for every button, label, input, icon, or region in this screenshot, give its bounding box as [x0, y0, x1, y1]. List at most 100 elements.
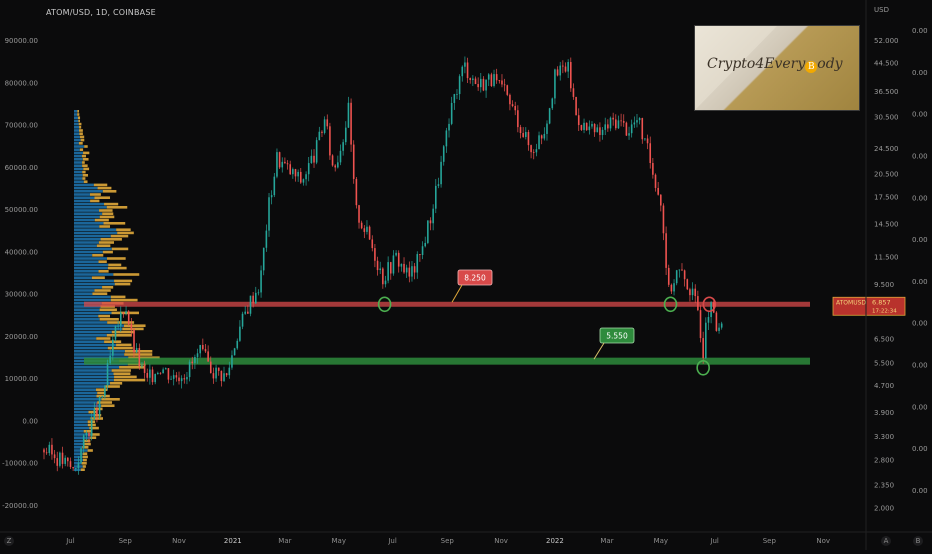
volume-profile-sell-bar — [97, 186, 112, 190]
volume-profile-buy-bar — [74, 289, 95, 292]
volume-profile-sell-bar — [107, 266, 127, 270]
candle-up-body — [487, 74, 490, 80]
candle-down-body — [61, 452, 64, 464]
volume-profile-buy-bar — [74, 346, 108, 350]
candle-down-body — [299, 171, 302, 183]
volume-profile-buy-bar — [74, 410, 89, 414]
volume-profile-sell-bar — [106, 206, 128, 209]
volume-profile-buy-bar — [74, 414, 94, 417]
candle-down-body — [585, 122, 588, 131]
candle-up-body — [591, 124, 593, 127]
x-axis-tick-label: Jul — [387, 537, 397, 545]
candle-up-body — [638, 118, 641, 121]
candle-up-body — [260, 270, 262, 293]
volume-profile-buy-bar — [74, 433, 91, 436]
candle-up-body — [302, 179, 305, 183]
candle-up-body — [307, 163, 310, 175]
volume-profile-buy-bar — [74, 151, 84, 155]
candle-down-body — [495, 74, 498, 81]
candle-up-body — [273, 176, 276, 196]
volume-profile-sell-bar — [104, 202, 119, 206]
volume-profile-buy-bar — [74, 426, 90, 430]
right-axis-tick-label: 4.700 — [874, 382, 894, 390]
candle-up-body — [297, 171, 299, 177]
volume-profile-sell-bar — [94, 289, 111, 292]
volume-profile-buy-bar — [74, 196, 95, 199]
candle-down-body — [284, 161, 286, 164]
volume-profile-sell-bar — [103, 222, 126, 225]
volume-profile-buy-bar — [74, 442, 85, 446]
volume-profile-buy-bar — [74, 353, 125, 356]
volume-profile-sell-bar — [79, 126, 82, 129]
zoom-toggle-button[interactable]: Z — [4, 536, 14, 546]
volume-profile-buy-bar — [74, 343, 117, 347]
candle-down-body — [527, 132, 530, 146]
candle-up-body — [479, 78, 482, 88]
support-label-box — [599, 327, 635, 344]
volume-profile-buy-bar — [74, 170, 83, 174]
candle-down-body — [575, 96, 577, 116]
candle-up-body — [244, 311, 246, 314]
volume-profile-sell-bar — [79, 148, 84, 151]
volume-profile-buy-bar — [74, 218, 95, 222]
candle-down-body — [175, 375, 178, 378]
candle-down-body — [715, 312, 718, 331]
volume-profile-buy-bar — [74, 148, 80, 151]
log-scale-button[interactable]: B — [913, 536, 923, 546]
candle-down-body — [289, 164, 291, 175]
volume-profile-sell-bar — [106, 257, 126, 260]
logo-text-post: ody — [817, 56, 843, 72]
candle-up-body — [424, 242, 427, 247]
candle-up-body — [442, 146, 445, 162]
candle-down-body — [53, 454, 56, 459]
candle-down-body — [429, 220, 432, 224]
candle-down-body — [382, 268, 384, 285]
candle-up-body — [384, 280, 387, 285]
volume-profile-buy-bar — [74, 132, 80, 135]
candle-up-body — [80, 448, 82, 463]
candle-up-body — [673, 283, 675, 292]
far-right-axis-label: 0.00 — [912, 320, 928, 328]
volume-profile-buy-bar — [74, 298, 111, 302]
candle-up-body — [281, 161, 284, 168]
volume-profile-sell-bar — [78, 122, 82, 126]
candle-down-body — [482, 78, 485, 91]
candle-up-body — [141, 365, 143, 367]
volume-profile-buy-bar — [74, 468, 81, 471]
right-axis-tick-label: 2.800 — [874, 456, 894, 464]
candle-up-body — [493, 74, 495, 86]
candle-up-body — [149, 369, 151, 378]
candle-down-body — [503, 84, 506, 86]
volume-profile-sell-bar — [98, 270, 109, 273]
candle-down-body — [326, 119, 329, 127]
volume-profile-sell-bar — [97, 391, 106, 395]
volume-profile-buy-bar — [74, 234, 111, 238]
volume-profile-buy-bar — [74, 215, 100, 219]
volume-profile-sell-bar — [82, 158, 89, 161]
candle-up-body — [718, 327, 720, 331]
volume-profile-sell-bar — [87, 449, 93, 452]
candle-down-body — [657, 187, 659, 195]
candle-down-body — [374, 248, 376, 261]
candle-up-body — [270, 195, 273, 198]
candle-up-body — [416, 254, 419, 273]
volume-profile-buy-bar — [74, 202, 105, 206]
volume-profile-sell-bar — [77, 116, 81, 119]
auto-scale-button[interactable]: A — [881, 536, 891, 546]
volume-profile-sell-bar — [102, 190, 117, 193]
volume-profile-buy-bar — [74, 350, 125, 353]
level-touch-marker — [663, 296, 678, 313]
volume-profile-sell-bar — [113, 273, 140, 276]
volume-profile-sell-bar — [102, 212, 114, 215]
candle-down-body — [469, 78, 472, 80]
candle-up-body — [400, 263, 403, 267]
candle-down-body — [697, 296, 699, 311]
volume-profile-sell-bar — [90, 199, 100, 203]
candle-up-body — [421, 246, 424, 256]
candle-down-body — [419, 254, 421, 256]
candle-down-body — [151, 369, 154, 383]
candle-down-body — [278, 152, 281, 168]
candle-up-body — [64, 457, 66, 464]
